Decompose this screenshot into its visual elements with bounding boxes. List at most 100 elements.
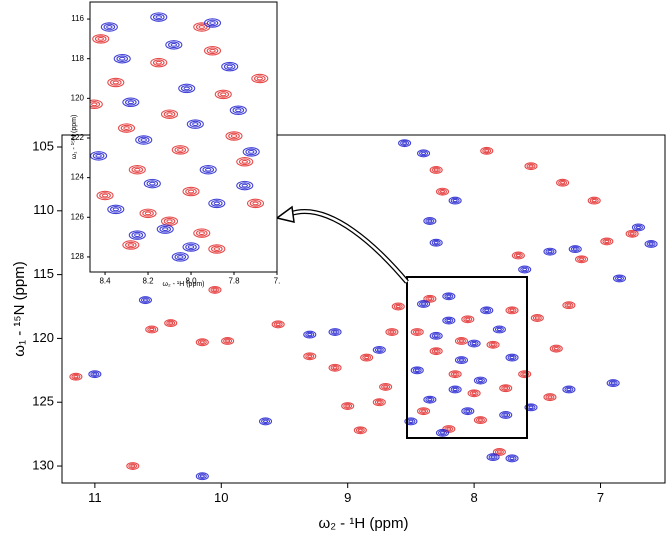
contour (431, 167, 441, 173)
contour (482, 307, 492, 314)
x-axis-label: ω₂ - ¹H (ppm) (162, 281, 204, 288)
contour (107, 204, 125, 215)
contour (223, 63, 236, 70)
contour (198, 25, 205, 29)
contour (101, 193, 109, 198)
peaks (69, 139, 658, 481)
plot-frame (61, 134, 666, 484)
peak (90, 99, 103, 110)
contour (103, 23, 116, 31)
contour (221, 337, 235, 345)
peak (644, 240, 658, 248)
contour (73, 375, 79, 379)
peak (416, 300, 431, 308)
contour (106, 25, 113, 29)
contour (520, 371, 530, 377)
peak (107, 204, 125, 215)
peak (511, 251, 525, 260)
contour (469, 390, 479, 397)
peak (372, 398, 386, 407)
contour (513, 252, 523, 259)
contour (140, 297, 150, 303)
peak (575, 255, 589, 264)
contour (123, 126, 130, 131)
contour (389, 330, 395, 334)
contour (171, 252, 189, 262)
contour (575, 255, 589, 264)
contour (261, 418, 271, 425)
contour (166, 219, 173, 224)
contour (355, 427, 365, 434)
contour (477, 378, 483, 383)
contour (486, 340, 500, 349)
contour (532, 315, 542, 321)
contour (90, 151, 108, 161)
contour (170, 42, 178, 47)
contour (100, 22, 118, 32)
contour (307, 354, 313, 358)
peak (423, 294, 437, 303)
contour (150, 57, 168, 68)
contour (419, 408, 429, 414)
contour (435, 428, 450, 437)
contour (444, 426, 454, 432)
contour (168, 321, 174, 325)
contour (465, 409, 471, 413)
peak (90, 151, 108, 161)
contour (206, 47, 219, 55)
contour (480, 146, 494, 155)
contour (414, 368, 420, 372)
peak (499, 384, 513, 393)
contour (107, 77, 125, 88)
contour (241, 183, 248, 188)
peak (328, 363, 342, 372)
contour (547, 249, 553, 254)
peak (92, 34, 110, 44)
contour (225, 339, 231, 343)
contour (608, 380, 618, 386)
contour (612, 274, 627, 283)
contour (273, 321, 283, 328)
contour (195, 338, 209, 347)
peak (556, 178, 570, 187)
contour (164, 319, 178, 328)
contour (606, 379, 620, 388)
contour (543, 247, 557, 256)
peak (435, 187, 450, 196)
contour (345, 404, 351, 408)
contour (139, 208, 157, 219)
contour (127, 243, 135, 247)
peak (429, 331, 443, 340)
contour (195, 472, 209, 481)
contour (408, 419, 414, 424)
contour (236, 157, 254, 167)
contour (381, 384, 391, 390)
contour (577, 256, 587, 263)
peak (271, 320, 285, 329)
zoom-arrow-head (275, 205, 295, 223)
contour (429, 347, 443, 356)
contour (92, 372, 98, 376)
contour (360, 353, 374, 362)
contour (177, 254, 184, 259)
peak (442, 292, 456, 301)
contour (435, 187, 450, 196)
contour (587, 196, 601, 205)
contour (400, 140, 410, 146)
contour (182, 242, 200, 252)
contour (226, 64, 233, 69)
contour (427, 397, 433, 402)
contour (553, 346, 559, 351)
contour (305, 353, 315, 360)
contour (195, 229, 208, 237)
contour (427, 219, 433, 223)
contour (241, 159, 248, 164)
contour (646, 241, 656, 247)
x-tick-label: 7 (597, 490, 604, 505)
contour (471, 391, 477, 395)
contour (477, 418, 483, 422)
peak (568, 245, 582, 254)
contour (499, 384, 513, 393)
contour (425, 218, 435, 224)
contour (439, 431, 446, 435)
